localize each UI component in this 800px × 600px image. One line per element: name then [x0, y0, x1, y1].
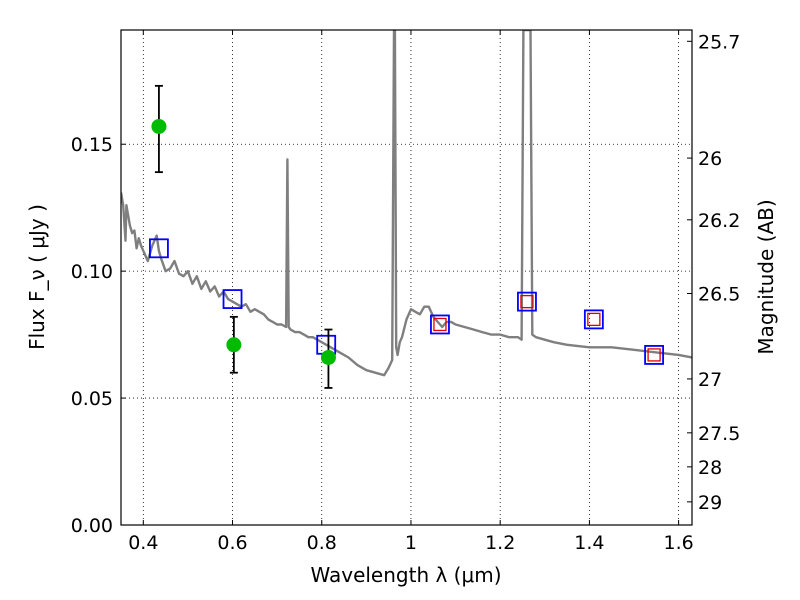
- small-square-marker: [647, 348, 661, 362]
- y-right-tick-label: 27.5: [698, 423, 740, 445]
- x-tick-label: 0.8: [307, 532, 337, 554]
- x-tick-label: 0.4: [128, 532, 158, 554]
- y-right-tick-label: 25.7: [698, 31, 740, 53]
- y-axis-label: Flux F_ν ( μJy ): [25, 204, 49, 350]
- spectrum-line: [121, 30, 692, 377]
- x-tick-label: 1: [405, 532, 417, 554]
- model-square-marker: [430, 314, 450, 335]
- model-square-marker: [222, 289, 243, 309]
- measured-point: [320, 349, 336, 365]
- y-tick-label: 0.10: [71, 261, 113, 283]
- x-tick-label: 1.4: [574, 532, 604, 554]
- y-right-tick-label: 26.2: [698, 210, 740, 232]
- y-right-tick-label: 27: [698, 369, 722, 391]
- y-tick-label: 0.05: [71, 388, 113, 410]
- y-right-tick-label: 28: [698, 457, 722, 479]
- x-tick-label: 1.6: [664, 532, 694, 554]
- model-square-marker: [517, 291, 537, 312]
- model-square-marker: [149, 238, 169, 259]
- grid: [121, 30, 692, 525]
- x-tick-label: 0.6: [217, 532, 247, 554]
- small-square-marker: [520, 294, 534, 309]
- measured-point: [151, 118, 167, 134]
- model-square-marker: [583, 309, 604, 330]
- y-tick-label: 0.15: [71, 134, 113, 156]
- x-tick-label: 1.2: [485, 532, 515, 554]
- y-right-tick-label: 26.5: [698, 283, 740, 305]
- y-tick-label: 0.00: [71, 515, 113, 537]
- measured-point: [226, 337, 242, 353]
- model-square-marker: [644, 345, 664, 365]
- series-layer: [121, 30, 692, 389]
- axes-frame: [120, 29, 693, 526]
- y-right-tick-label: 26: [698, 148, 722, 170]
- y-right-tick-label: 29: [698, 492, 722, 514]
- x-axis-label: Wavelength λ (μm): [310, 563, 501, 587]
- ticks: 0.4 0.6 0.8 1 1.2 1.4 1.6 0.00 0.05 0.10 0.15 25.7 2…: [71, 30, 740, 554]
- small-square-marker: [587, 312, 601, 327]
- small-square-marker: [433, 317, 447, 332]
- y-axis-right-label: Magnitude (AB): [754, 199, 778, 354]
